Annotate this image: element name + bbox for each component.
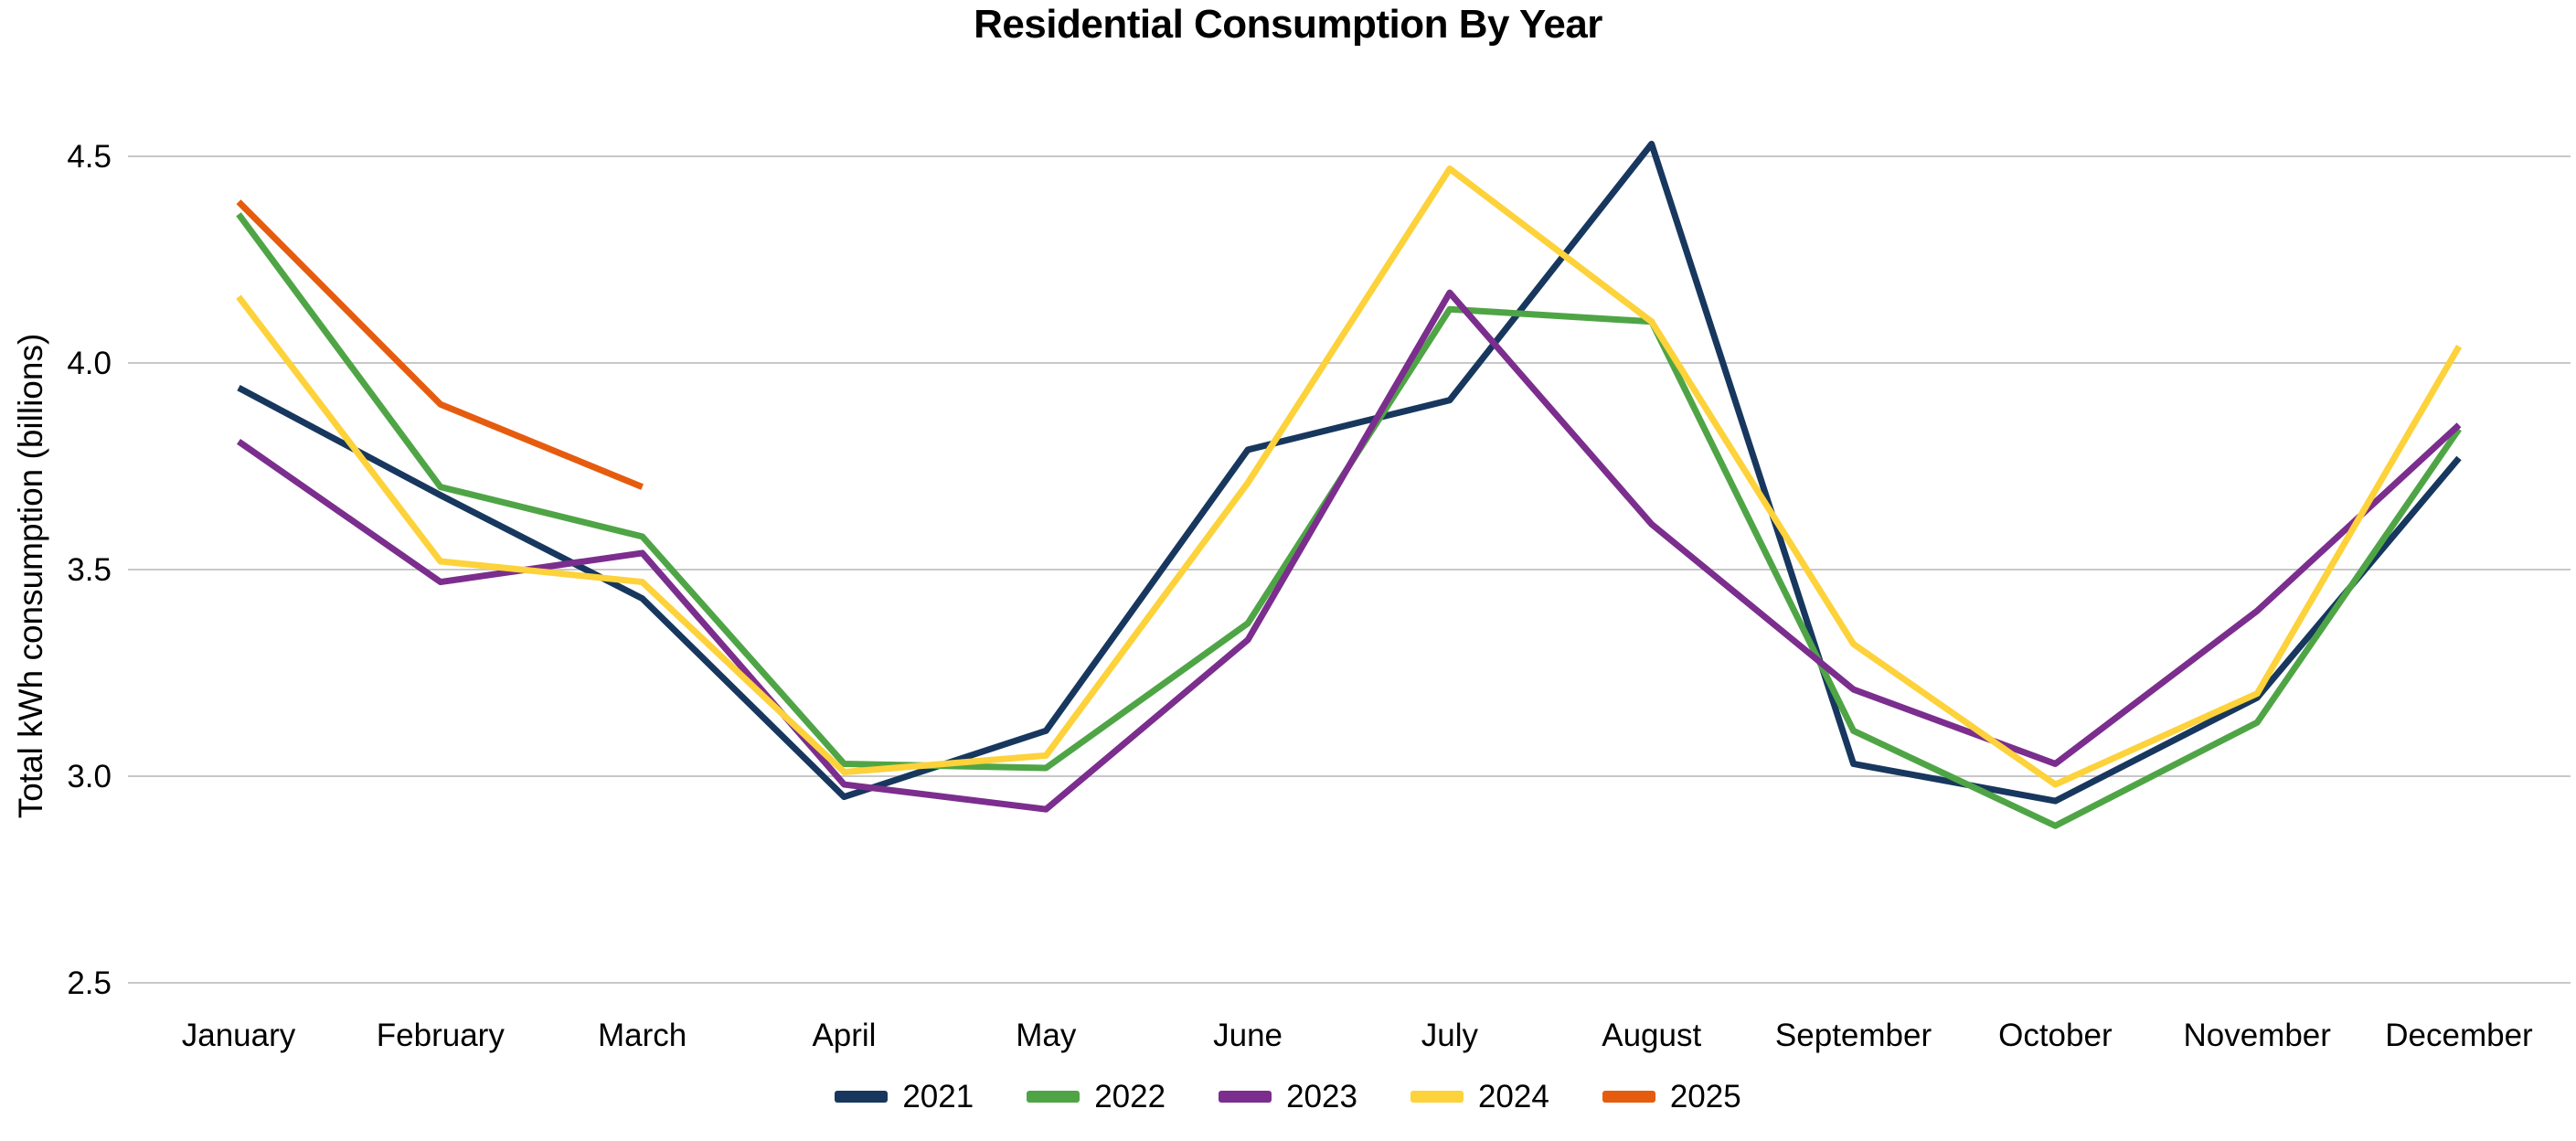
x-tick-label: October [1998, 1018, 2113, 1053]
y-tick-label: 3.0 [67, 759, 112, 794]
x-tick-label: May [1016, 1018, 1077, 1053]
legend-label: 2021 [902, 1079, 974, 1114]
y-tick-label: 3.5 [67, 552, 112, 588]
x-tick-label: November [2183, 1018, 2331, 1053]
series-line-2024 [236, 165, 2463, 788]
legend-swatch-2021 [835, 1091, 889, 1103]
series-line-2023 [237, 289, 2462, 813]
x-tick-label: September [1775, 1018, 1932, 1053]
legend-swatch-2022 [1027, 1091, 1080, 1103]
legend-item-2021: 2021 [835, 1081, 974, 1113]
legend-label: 2025 [1669, 1079, 1741, 1114]
legend-item-2024: 2024 [1410, 1081, 1549, 1113]
x-tick-label: March [598, 1018, 687, 1053]
x-tick-label: June [1213, 1018, 1283, 1053]
legend-swatch-2023 [1219, 1091, 1272, 1103]
x-tick-label: December [2385, 1018, 2533, 1053]
legend-item-2023: 2023 [1219, 1081, 1357, 1113]
x-tick-label: January [182, 1018, 296, 1053]
chart-legend: 2021 2022 2023 2024 2025 [0, 1081, 2576, 1113]
legend-label: 2024 [1477, 1079, 1549, 1114]
chart-title: Residential Consumption By Year [974, 2, 1602, 47]
x-tick-label: April [812, 1018, 876, 1053]
y-tick-label: 4.0 [67, 346, 112, 381]
series-line-2025 [236, 199, 644, 490]
y-tick-label: 4.5 [67, 139, 112, 175]
legend-swatch-2025 [1602, 1091, 1655, 1103]
series-line-2022 [236, 212, 2462, 829]
legend-label: 2022 [1094, 1079, 1166, 1114]
legend-item-2022: 2022 [1027, 1081, 1166, 1113]
x-tick-label: July [1421, 1018, 1479, 1053]
legend-item-2025: 2025 [1602, 1081, 1741, 1113]
legend-swatch-2024 [1410, 1091, 1464, 1103]
x-tick-label: August [1602, 1018, 1701, 1053]
y-tick-label: 2.5 [67, 965, 112, 1001]
x-tick-label: February [377, 1018, 506, 1053]
legend-label: 2023 [1286, 1079, 1357, 1114]
